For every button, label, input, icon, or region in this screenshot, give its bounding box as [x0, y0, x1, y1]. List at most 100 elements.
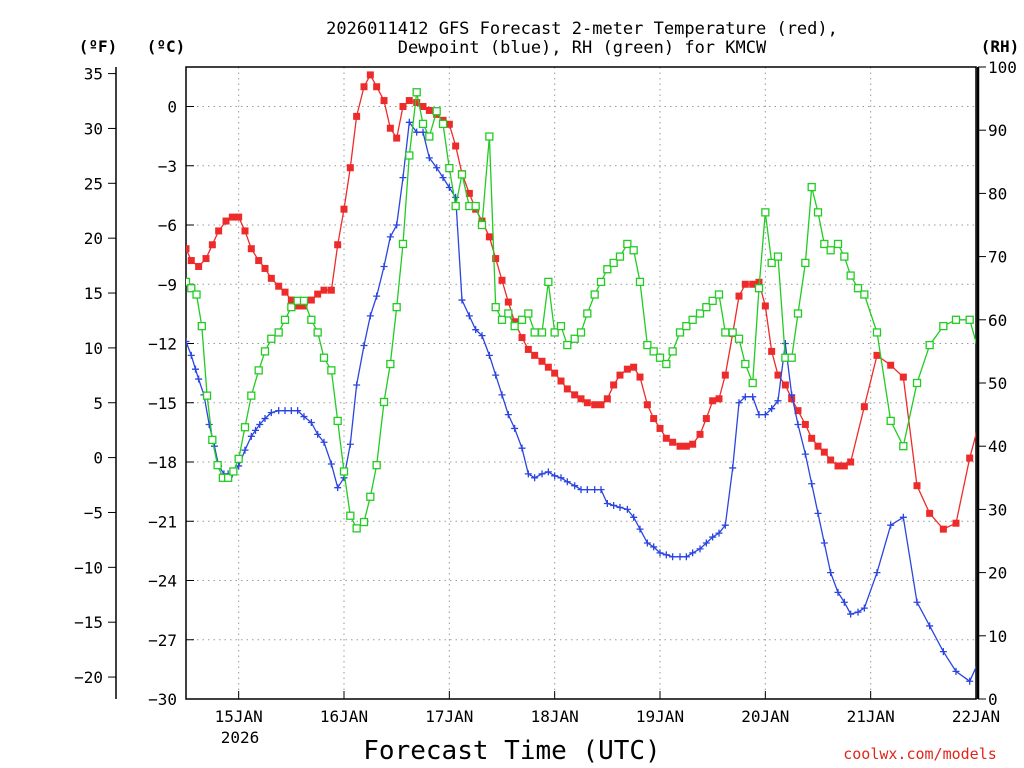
dewpoint-point	[518, 444, 526, 452]
temperature-point	[873, 351, 881, 359]
x-axis-label: Forecast Time (UTC)	[363, 736, 660, 766]
dewpoint-point	[577, 486, 585, 494]
rh-point	[524, 309, 533, 318]
celsius-tick-label: −12	[148, 335, 177, 354]
dewpoint-point	[854, 608, 862, 616]
temperature-point	[524, 345, 532, 353]
temperature-point	[636, 373, 644, 381]
fahrenheit-tick-label: −10	[74, 558, 103, 577]
x-sublabel-year: 2026	[221, 728, 260, 747]
dewpoint-point	[761, 411, 769, 419]
temperature-point	[492, 255, 500, 263]
dewpoint-point	[191, 365, 199, 373]
dewpoint-point	[1019, 559, 1024, 566]
dewpoint-point	[676, 553, 684, 561]
rh-point	[372, 461, 381, 470]
dewpoint-point	[472, 326, 480, 334]
dewpoint-point	[979, 650, 986, 657]
rh-point	[603, 265, 612, 274]
dewpoint-point	[485, 351, 493, 359]
dewpoint-point	[419, 128, 427, 136]
dewpoint-point	[630, 513, 638, 521]
rh-point	[939, 321, 948, 331]
temperature-point	[735, 292, 743, 300]
rh-point	[313, 328, 322, 337]
rh-point	[682, 321, 691, 331]
rh-point	[491, 303, 500, 312]
rh-point	[556, 321, 566, 331]
temperature-point	[557, 377, 565, 385]
dewpoint-point	[741, 393, 749, 401]
dewpoint-point	[393, 221, 401, 229]
temperature-point	[689, 440, 697, 448]
dewpoint-point	[386, 233, 394, 241]
rh-point	[748, 378, 757, 388]
rh-point	[510, 321, 519, 331]
rh-point	[192, 290, 201, 299]
dewpoint-point	[275, 407, 283, 415]
celsius-tick-label: −3	[158, 157, 177, 176]
temperature-point	[544, 363, 552, 371]
rh-point	[247, 391, 256, 400]
rh-tick-label: 60	[988, 311, 1007, 330]
rh-point	[202, 391, 212, 400]
rh-point	[734, 334, 744, 343]
dewpoint-point	[729, 464, 737, 472]
dewpoint-point	[294, 407, 302, 415]
temperature-point	[630, 363, 638, 371]
dewpoint-point	[926, 622, 934, 630]
rh-point	[537, 328, 547, 337]
dewpoint-point	[346, 440, 354, 448]
dewpoint-point	[531, 474, 539, 482]
temperature-point	[709, 397, 717, 405]
rh-tick-label: 10	[988, 627, 1007, 646]
temperature-point	[847, 458, 855, 466]
temperature-point	[360, 83, 368, 91]
dewpoint-point	[669, 553, 677, 561]
temperature-point	[275, 282, 283, 290]
dewpoint-point	[966, 677, 974, 685]
rh-point	[596, 277, 606, 287]
temperature-point	[603, 395, 611, 403]
rh-point	[886, 416, 895, 426]
rh-tick-label: 80	[988, 184, 1007, 203]
x-tick-label: 19JAN	[636, 707, 684, 726]
temperature-point	[419, 103, 427, 110]
temperature-point	[820, 448, 828, 456]
rh-point	[807, 182, 816, 192]
rh-point	[993, 455, 1000, 462]
temperature-point	[616, 371, 624, 379]
dewpoint-point	[366, 312, 374, 320]
rh-point	[240, 423, 250, 432]
temperature-point	[715, 395, 723, 403]
rh-point	[254, 366, 263, 375]
dewpoint-point	[373, 292, 381, 300]
fahrenheit-tick-label: 20	[84, 229, 103, 248]
dewpoint-point	[261, 415, 269, 423]
fahrenheit-tick-label: −15	[74, 613, 103, 632]
rh-point	[223, 473, 233, 482]
axis-ticks: 15JAN 16JAN 17JAN 18JAN 19JAN 20JAN 21JAN 22JAN…	[74, 58, 1017, 726]
rh-point	[280, 315, 290, 324]
temperature-point	[591, 401, 599, 409]
temperature-point	[583, 399, 591, 407]
rh-point	[563, 340, 572, 350]
rh-point	[773, 252, 783, 261]
temperature-point	[215, 227, 223, 235]
rh-point	[274, 328, 283, 337]
temperature-point	[399, 103, 407, 110]
celsius-tick-label: 0	[167, 98, 177, 117]
x-tick-label: 21JAN	[847, 707, 895, 726]
celsius-tick-label: −24	[148, 572, 177, 591]
grid-lines	[186, 67, 976, 699]
credit-text: coolwx.com/models	[843, 745, 997, 763]
dewpoint-point	[702, 539, 710, 547]
temperature-point	[761, 302, 769, 310]
temperature-point	[287, 296, 295, 304]
rh-point	[457, 170, 467, 179]
rh-point	[346, 511, 355, 520]
rh-tick-label: 40	[988, 437, 1007, 456]
rh-point	[366, 492, 375, 501]
dewpoint-point	[458, 296, 466, 304]
